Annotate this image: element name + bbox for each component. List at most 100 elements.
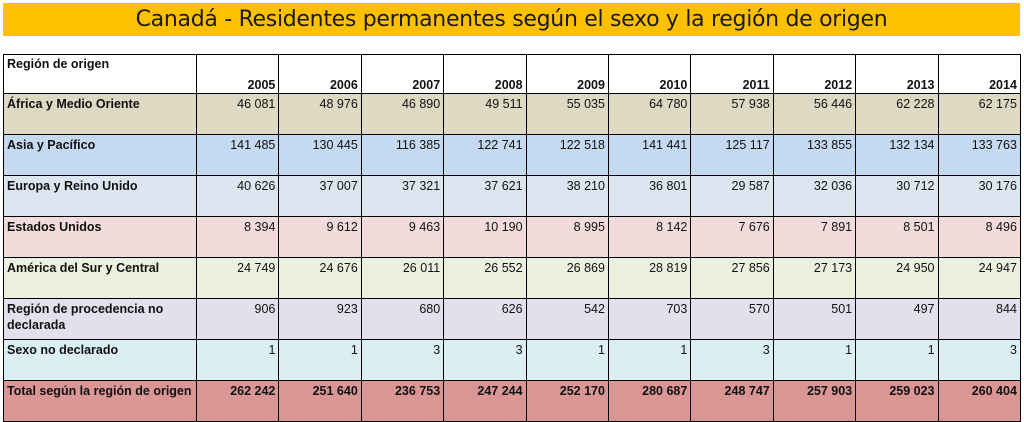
value-cell: 248 747: [690, 380, 774, 422]
region-cell: Europa y Reino Unido: [3, 175, 197, 217]
value-cell: 8 142: [607, 216, 692, 258]
value-cell: 7 676: [690, 216, 774, 258]
value-cell: 236 753: [360, 380, 445, 422]
value-cell: 1: [525, 339, 609, 381]
table-row: Región de procedencia no declarada 906 923…: [3, 298, 1021, 340]
value-cell: 40 626: [195, 175, 280, 217]
value-cell: 28 819: [607, 257, 692, 299]
region-cell: Región de procedencia no declarada: [3, 298, 197, 340]
value-cell: 27 173: [772, 257, 857, 299]
year-header: 2014: [937, 54, 1021, 94]
value-cell: 125 117: [690, 134, 774, 176]
region-cell: Asia y Pacífico: [3, 134, 197, 176]
value-cell: 8 394: [195, 216, 280, 258]
year-header: 2005: [195, 54, 280, 94]
value-cell: 501: [772, 298, 857, 340]
value-cell: 26 552: [443, 257, 527, 299]
residents-table: Región de origen 2005 2006 2007 2008 200…: [3, 54, 1021, 422]
value-cell: 130 445: [278, 134, 362, 176]
year-header: 2013: [855, 54, 939, 94]
total-row: Total según la región de origen 262 242 25…: [3, 380, 1021, 422]
value-cell: 46 081: [195, 93, 280, 135]
value-cell: 1: [772, 339, 857, 381]
year-header: 2006: [278, 54, 362, 94]
value-cell: 906: [195, 298, 280, 340]
region-cell: Sexo no declarado: [3, 339, 197, 381]
value-cell: 48 976: [278, 93, 362, 135]
year-header: 2011: [690, 54, 774, 94]
value-cell: 1: [855, 339, 939, 381]
value-cell: 132 134: [855, 134, 939, 176]
value-cell: 133 763: [937, 134, 1021, 176]
value-cell: 56 446: [772, 93, 857, 135]
value-cell: 251 640: [278, 380, 362, 422]
value-cell: 55 035: [525, 93, 609, 135]
value-cell: 3: [690, 339, 774, 381]
value-cell: 1: [607, 339, 692, 381]
region-cell: América del Sur y Central: [3, 257, 197, 299]
value-cell: 542: [525, 298, 609, 340]
value-cell: 9 612: [278, 216, 362, 258]
value-cell: 259 023: [855, 380, 939, 422]
header-row: Región de origen 2005 2006 2007 2008 200…: [3, 54, 1021, 94]
region-cell: Total según la región de origen: [3, 380, 197, 422]
spacer: [3, 36, 1020, 54]
value-cell: 9 463: [360, 216, 445, 258]
value-cell: 32 036: [772, 175, 857, 217]
value-cell: 262 242: [195, 380, 280, 422]
region-column-header: Región de origen: [3, 54, 197, 94]
value-cell: 116 385: [360, 134, 445, 176]
value-cell: 57 938: [690, 93, 774, 135]
value-cell: 923: [278, 298, 362, 340]
value-cell: 1: [278, 339, 362, 381]
value-cell: 64 780: [607, 93, 692, 135]
year-header: 2007: [360, 54, 445, 94]
value-cell: 24 676: [278, 257, 362, 299]
value-cell: 247 244: [443, 380, 527, 422]
value-cell: 62 175: [937, 93, 1021, 135]
table-row: África y Medio Oriente 46 081 48 976 46 890…: [3, 93, 1021, 135]
table-row: América del Sur y Central 24 749 24 676 26 …: [3, 257, 1021, 299]
value-cell: 122 741: [443, 134, 527, 176]
value-cell: 29 587: [690, 175, 774, 217]
value-cell: 26 869: [525, 257, 609, 299]
value-cell: 260 404: [937, 380, 1021, 422]
value-cell: 122 518: [525, 134, 609, 176]
value-cell: 26 011: [360, 257, 445, 299]
table-row: Asia y Pacífico 141 485 130 445 116 385 122 …: [3, 134, 1021, 176]
value-cell: 3: [360, 339, 445, 381]
value-cell: 280 687: [607, 380, 692, 422]
value-cell: 37 621: [443, 175, 527, 217]
value-cell: 844: [937, 298, 1021, 340]
value-cell: 8 501: [855, 216, 939, 258]
value-cell: 1: [195, 339, 280, 381]
value-cell: 27 856: [690, 257, 774, 299]
value-cell: 570: [690, 298, 774, 340]
value-cell: 37 321: [360, 175, 445, 217]
value-cell: 3: [443, 339, 527, 381]
value-cell: 30 712: [855, 175, 939, 217]
value-cell: 24 947: [937, 257, 1021, 299]
value-cell: 46 890: [360, 93, 445, 135]
table-row: Sexo no declarado 1 1 3 3 1 1 3 1 1 3: [3, 339, 1021, 381]
value-cell: 257 903: [772, 380, 857, 422]
year-header: 2009: [525, 54, 609, 94]
value-cell: 141 441: [607, 134, 692, 176]
year-header: 2012: [772, 54, 857, 94]
value-cell: 133 855: [772, 134, 857, 176]
value-cell: 626: [443, 298, 527, 340]
table-body: África y Medio Oriente 46 081 48 976 46 890…: [3, 93, 1021, 422]
value-cell: 7 891: [772, 216, 857, 258]
table-row: Estados Unidos 8 394 9 612 9 463 10 190 8 995…: [3, 216, 1021, 258]
table-row: Europa y Reino Unido 40 626 37 007 37 321 37…: [3, 175, 1021, 217]
value-cell: 24 950: [855, 257, 939, 299]
year-header: 2008: [443, 54, 527, 94]
value-cell: 680: [360, 298, 445, 340]
value-cell: 141 485: [195, 134, 280, 176]
value-cell: 36 801: [607, 175, 692, 217]
region-cell: Estados Unidos: [3, 216, 197, 258]
value-cell: 49 511: [443, 93, 527, 135]
value-cell: 30 176: [937, 175, 1021, 217]
value-cell: 3: [937, 339, 1021, 381]
value-cell: 10 190: [443, 216, 527, 258]
